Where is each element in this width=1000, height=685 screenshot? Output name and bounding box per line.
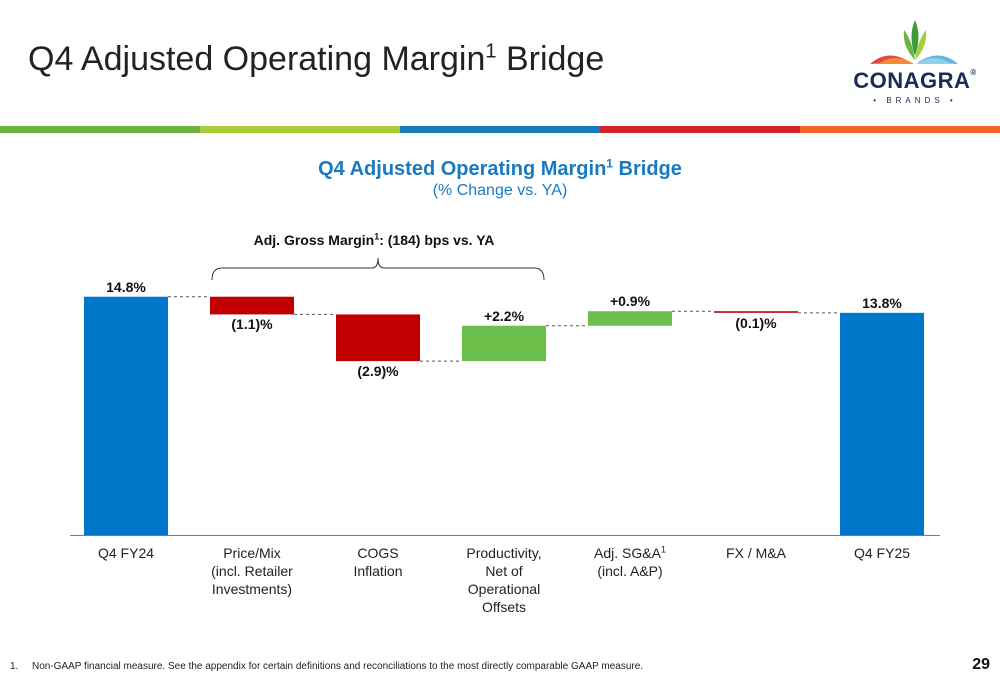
page-title: Q4 Adjusted Operating Margin1 Bridge xyxy=(28,40,605,78)
leaf-icon xyxy=(870,20,958,64)
value-label-3: (2.9)% xyxy=(357,363,399,380)
category-label-5: Adj. SG&A1 (incl. A&P) xyxy=(594,544,666,579)
bar-5 xyxy=(588,311,672,326)
category-label-4: Productivity, Net of Operational Offsets xyxy=(466,545,542,615)
bar-3 xyxy=(336,314,420,362)
bar-1 xyxy=(84,296,168,535)
value-label-5: +0.9% xyxy=(609,293,651,310)
value-label-2: (1.1)% xyxy=(231,316,273,333)
bar-2 xyxy=(210,296,294,315)
gross-margin-bracket xyxy=(211,257,545,281)
value-label-1: 14.8% xyxy=(106,278,146,295)
logo-wordmark: CONAGRA® xyxy=(853,68,977,93)
gross-margin-annotation: Adj. Gross Margin1: (184) bps vs. YA xyxy=(253,231,495,248)
footnote: 1. Non-GAAP financial measure. See the ap… xyxy=(10,661,644,672)
chart-title: Q4 Adjusted Operating Margin1 Bridge xyxy=(318,156,682,180)
stripe-segment-1 xyxy=(0,126,200,133)
bar-7 xyxy=(840,312,924,535)
stripe-segment-3 xyxy=(400,126,600,133)
value-label-6: (0.1)% xyxy=(735,314,777,331)
category-label-2: Price/Mix (incl. Retailer Investments) xyxy=(211,545,293,597)
category-label-7: Q4 FY25 xyxy=(853,545,911,561)
bar-6 xyxy=(714,311,798,313)
category-label-1: Q4 FY24 xyxy=(97,545,155,561)
value-label-4: +2.2% xyxy=(483,307,525,324)
conagra-logo: CONAGRA® • BRANDS • xyxy=(848,18,982,118)
stripe-segment-5 xyxy=(800,126,1000,133)
bar-4 xyxy=(462,325,546,362)
category-label-6: FX / M&A xyxy=(726,545,786,561)
stripe-segment-4 xyxy=(600,126,800,133)
logo-subtext: • BRANDS • xyxy=(873,96,957,105)
category-label-3: COGS Inflation xyxy=(353,545,403,579)
page-number: 29 xyxy=(972,656,990,673)
stripe-segment-2 xyxy=(200,126,400,133)
chart-subtitle: (% Change vs. YA) xyxy=(432,182,568,199)
value-label-7: 13.8% xyxy=(862,294,902,311)
